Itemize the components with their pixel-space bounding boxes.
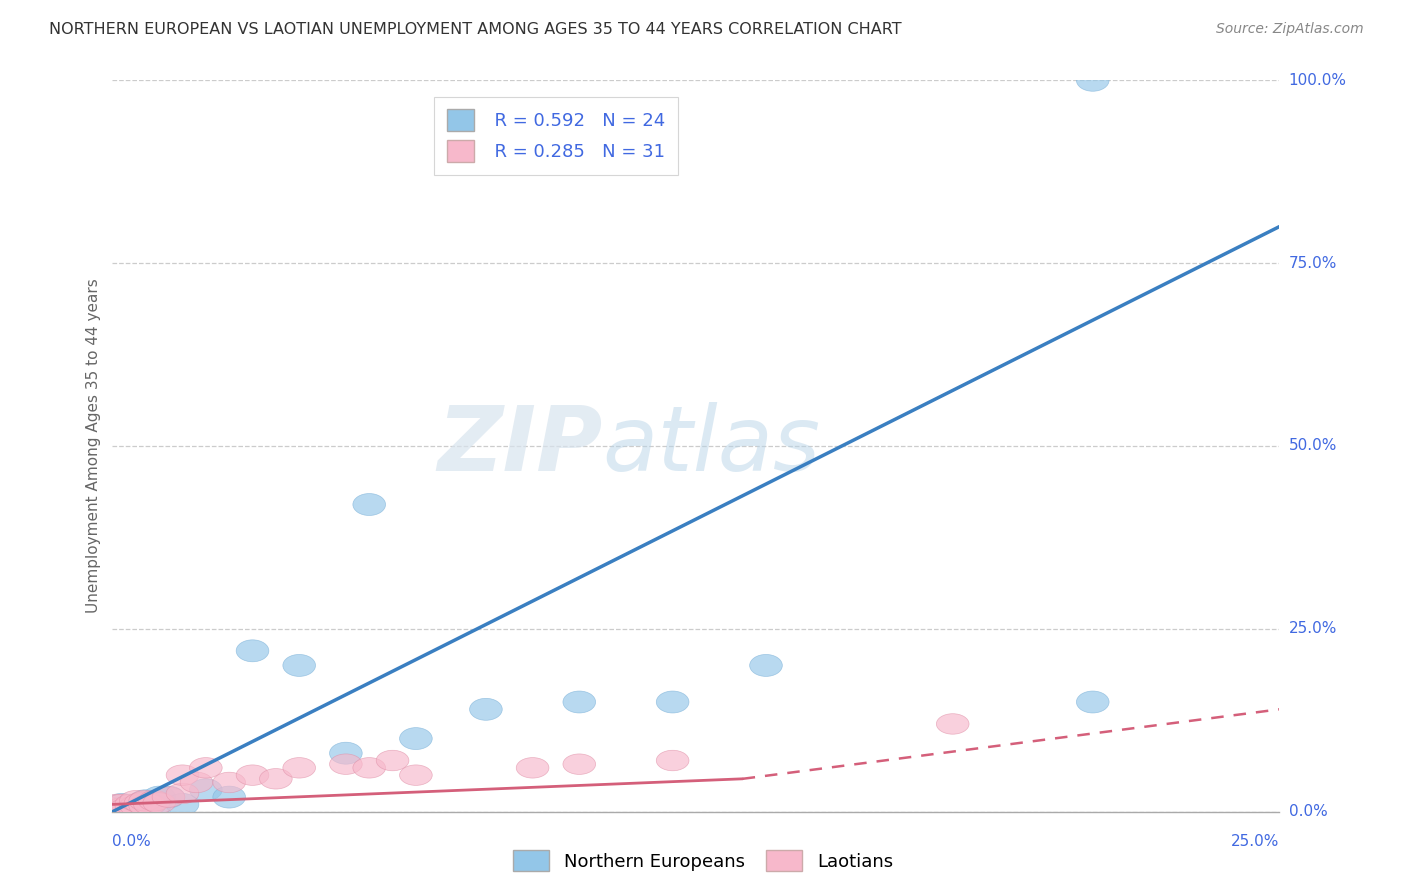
Ellipse shape — [283, 655, 315, 676]
Text: NORTHERN EUROPEAN VS LAOTIAN UNEMPLOYMENT AMONG AGES 35 TO 44 YEARS CORRELATION : NORTHERN EUROPEAN VS LAOTIAN UNEMPLOYMEN… — [49, 22, 901, 37]
Legend: Northern Europeans, Laotians: Northern Europeans, Laotians — [506, 843, 900, 879]
Text: 50.0%: 50.0% — [1289, 439, 1337, 453]
Ellipse shape — [152, 786, 184, 808]
Ellipse shape — [236, 765, 269, 785]
Ellipse shape — [936, 714, 969, 734]
Ellipse shape — [124, 793, 157, 814]
Text: 25.0%: 25.0% — [1232, 834, 1279, 848]
Ellipse shape — [110, 797, 143, 818]
Ellipse shape — [120, 790, 152, 811]
Ellipse shape — [101, 794, 134, 814]
Ellipse shape — [562, 754, 596, 774]
Text: 25.0%: 25.0% — [1289, 622, 1337, 636]
Ellipse shape — [143, 786, 176, 808]
Ellipse shape — [212, 786, 246, 808]
Ellipse shape — [749, 655, 782, 676]
Ellipse shape — [260, 769, 292, 789]
Ellipse shape — [283, 757, 315, 778]
Text: Source: ZipAtlas.com: Source: ZipAtlas.com — [1216, 22, 1364, 37]
Text: ZIP: ZIP — [437, 402, 603, 490]
Ellipse shape — [101, 797, 134, 819]
Text: 0.0%: 0.0% — [112, 834, 152, 848]
Ellipse shape — [180, 772, 212, 793]
Ellipse shape — [236, 640, 269, 662]
Ellipse shape — [105, 794, 138, 815]
Ellipse shape — [124, 794, 157, 815]
Ellipse shape — [110, 797, 143, 819]
Legend:   R = 0.592   N = 24,   R = 0.285   N = 31: R = 0.592 N = 24, R = 0.285 N = 31 — [434, 96, 678, 175]
Ellipse shape — [329, 742, 363, 764]
Ellipse shape — [329, 754, 363, 774]
Ellipse shape — [134, 794, 166, 815]
Ellipse shape — [353, 493, 385, 516]
Ellipse shape — [134, 794, 166, 814]
Ellipse shape — [399, 728, 432, 749]
Ellipse shape — [377, 750, 409, 771]
Ellipse shape — [138, 790, 172, 811]
Ellipse shape — [105, 794, 138, 814]
Y-axis label: Unemployment Among Ages 35 to 44 years: Unemployment Among Ages 35 to 44 years — [86, 278, 101, 614]
Text: atlas: atlas — [603, 402, 821, 490]
Text: 100.0%: 100.0% — [1289, 73, 1347, 87]
Ellipse shape — [96, 797, 129, 818]
Ellipse shape — [1077, 691, 1109, 713]
Ellipse shape — [115, 794, 148, 814]
Ellipse shape — [120, 796, 152, 816]
Ellipse shape — [190, 757, 222, 778]
Ellipse shape — [562, 691, 596, 713]
Ellipse shape — [129, 790, 162, 811]
Ellipse shape — [129, 796, 162, 816]
Ellipse shape — [1077, 70, 1109, 91]
Ellipse shape — [516, 757, 548, 778]
Text: 0.0%: 0.0% — [1289, 805, 1327, 819]
Ellipse shape — [105, 797, 138, 818]
Ellipse shape — [143, 793, 176, 814]
Ellipse shape — [120, 795, 152, 817]
Ellipse shape — [353, 757, 385, 778]
Ellipse shape — [166, 783, 198, 804]
Text: 75.0%: 75.0% — [1289, 256, 1337, 270]
Ellipse shape — [129, 789, 162, 812]
Ellipse shape — [212, 772, 246, 793]
Ellipse shape — [470, 698, 502, 721]
Ellipse shape — [399, 765, 432, 785]
Ellipse shape — [657, 691, 689, 713]
Ellipse shape — [657, 750, 689, 771]
Ellipse shape — [190, 779, 222, 801]
Ellipse shape — [152, 787, 184, 807]
Ellipse shape — [166, 765, 198, 785]
Ellipse shape — [138, 795, 172, 817]
Ellipse shape — [166, 794, 198, 815]
